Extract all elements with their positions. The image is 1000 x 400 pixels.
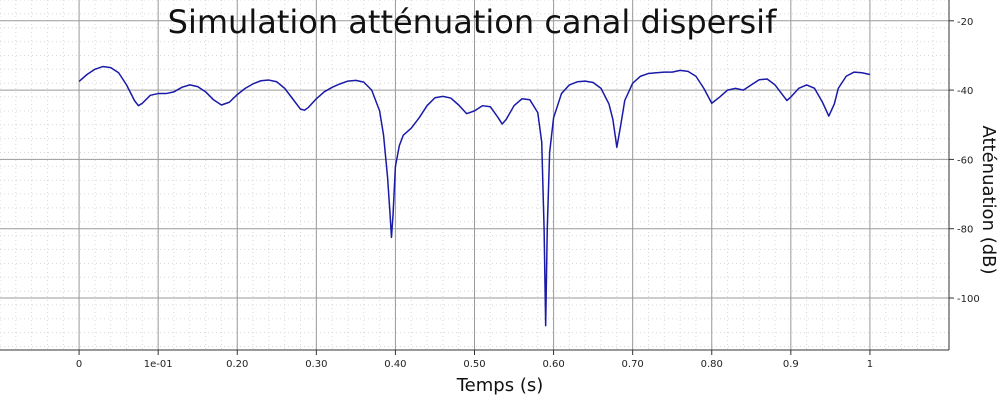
- series-line: [78, 65, 871, 327]
- major-grid: [0, 0, 949, 350]
- y-tick-label: -80: [957, 225, 973, 236]
- x-tick-label: 1e-01: [144, 359, 173, 370]
- y-tick-label: -60: [957, 155, 973, 166]
- y-tick-label: -100: [957, 294, 980, 305]
- x-tick-label: 1: [867, 359, 873, 370]
- x-tick-label: 0.40: [384, 359, 406, 370]
- x-axis-title: Temps (s): [456, 375, 544, 396]
- axes: [0, 0, 954, 355]
- x-tick-label: 0.70: [622, 359, 644, 370]
- x-tick-label: 0.50: [463, 359, 485, 370]
- series-layer: [78, 65, 871, 327]
- y-tick-label: -40: [957, 86, 973, 97]
- x-tick-label: 0.60: [542, 359, 564, 370]
- x-tick-label: 0: [76, 359, 82, 370]
- x-tick-label: 0.80: [701, 359, 723, 370]
- y-tick-label: -20: [957, 17, 973, 28]
- x-tick-label: 0.20: [226, 359, 248, 370]
- x-tick-labels: 0 1e-01 0.20 0.30 0.40 0.50 0.60 0.70 0.80 0.9 1: [76, 359, 873, 370]
- y-axis-title: Atténuation (dB): [978, 125, 999, 274]
- x-tick-label: 0.9: [783, 359, 799, 370]
- chart-title: Simulation atténuation canal dispersif: [168, 3, 777, 41]
- x-tick-label: 0.30: [305, 359, 327, 370]
- y-tick-labels: -20 -40 -60 -80 -100: [957, 17, 980, 305]
